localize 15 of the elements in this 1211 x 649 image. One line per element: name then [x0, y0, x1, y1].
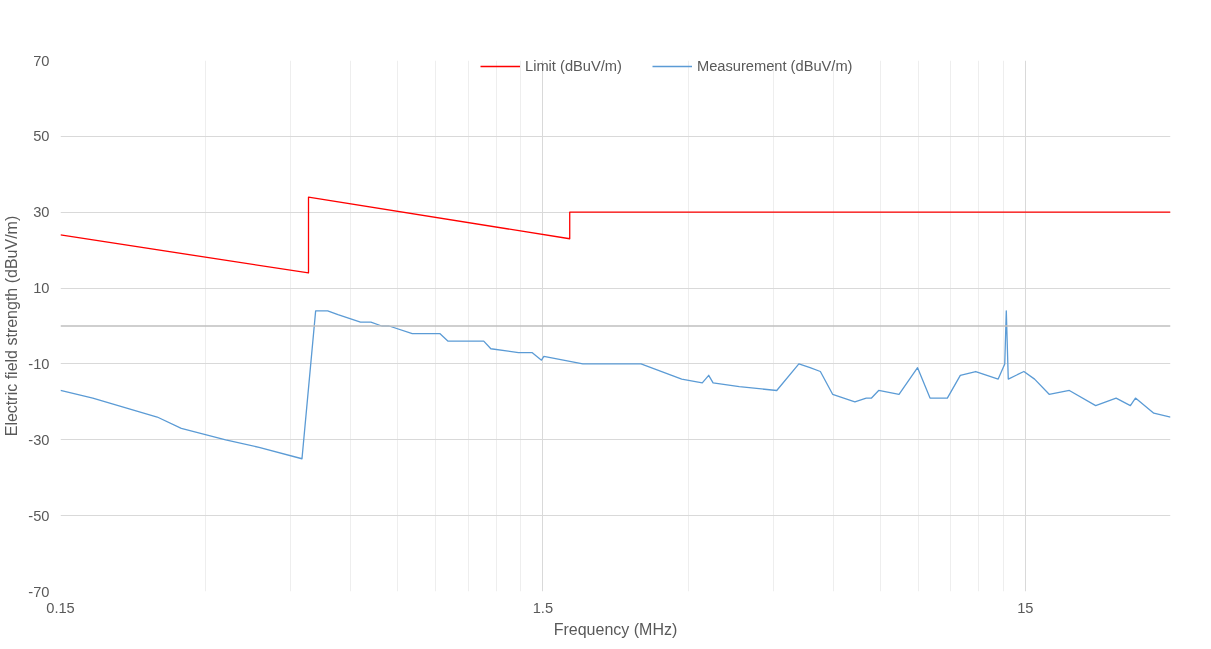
legend-label: Measurement (dBuV/m) [696, 59, 853, 74]
x-tick-label: 1.5 [532, 599, 554, 616]
y-tick-label: -70 [28, 583, 50, 600]
y-tick-label: 70 [33, 52, 50, 69]
y-tick-label: -10 [28, 355, 50, 372]
y-tick-label: 50 [33, 128, 50, 145]
y-axis-title: Electric field strength (dBuV/m) [3, 215, 21, 437]
y-tick-label: -50 [28, 507, 50, 524]
y-tick-label: -30 [28, 431, 50, 448]
x-axis-title: Frequency (MHz) [553, 620, 678, 638]
legend-label: Limit (dBuV/m) [525, 59, 622, 74]
x-tick-label: 15 [1017, 599, 1034, 616]
y-tick-label: 30 [33, 204, 50, 221]
y-tick-label: 10 [33, 280, 50, 297]
x-tick-label: 0.15 [46, 599, 75, 616]
